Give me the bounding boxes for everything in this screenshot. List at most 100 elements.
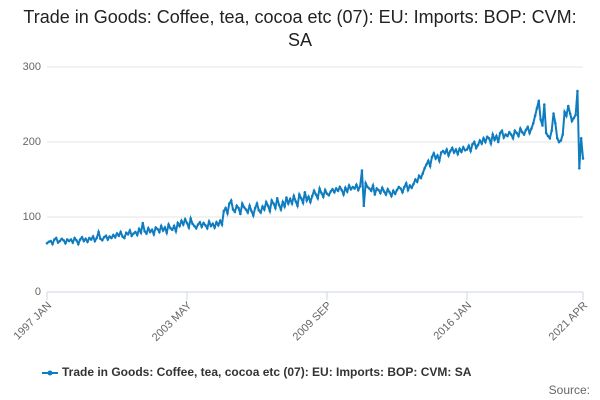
point bbox=[99, 237, 102, 241]
point bbox=[183, 217, 187, 221]
point bbox=[167, 223, 170, 226]
point bbox=[126, 232, 130, 236]
point bbox=[150, 228, 154, 232]
point bbox=[139, 231, 143, 235]
point bbox=[557, 140, 561, 144]
point bbox=[189, 217, 192, 220]
point bbox=[231, 208, 235, 211]
point bbox=[215, 220, 218, 224]
point bbox=[148, 230, 152, 234]
point bbox=[502, 136, 506, 139]
point bbox=[45, 241, 49, 245]
point bbox=[69, 238, 73, 241]
point bbox=[331, 187, 334, 191]
point bbox=[495, 134, 498, 138]
series-line bbox=[46, 90, 584, 247]
point bbox=[209, 224, 213, 228]
point bbox=[353, 187, 356, 190]
point bbox=[528, 131, 531, 135]
point bbox=[522, 133, 526, 136]
chart-title: Trade in Goods: Coffee, tea, cocoa etc (… bbox=[23, 7, 577, 50]
point bbox=[165, 231, 169, 235]
point bbox=[526, 125, 530, 129]
point bbox=[506, 134, 509, 138]
point bbox=[460, 150, 463, 154]
point bbox=[563, 110, 566, 114]
point bbox=[121, 235, 124, 238]
point bbox=[480, 142, 483, 145]
point bbox=[393, 192, 397, 196]
point bbox=[298, 193, 301, 196]
point bbox=[504, 133, 507, 136]
point bbox=[321, 195, 325, 199]
point bbox=[552, 112, 555, 115]
point bbox=[283, 205, 286, 208]
point bbox=[224, 206, 227, 210]
point bbox=[572, 116, 576, 120]
point bbox=[390, 194, 393, 198]
point bbox=[406, 188, 410, 192]
point bbox=[178, 224, 181, 228]
point bbox=[550, 129, 553, 133]
point bbox=[425, 163, 428, 166]
point bbox=[281, 200, 285, 204]
point bbox=[229, 199, 233, 202]
y-tick-label: 100 bbox=[23, 211, 41, 223]
point bbox=[73, 236, 76, 240]
point bbox=[419, 176, 423, 180]
point bbox=[266, 204, 270, 208]
source: Source: bbox=[549, 383, 590, 397]
point bbox=[554, 121, 557, 125]
point bbox=[344, 186, 347, 190]
point bbox=[511, 136, 515, 140]
point bbox=[555, 136, 559, 140]
point bbox=[235, 204, 239, 208]
point bbox=[548, 136, 552, 140]
point bbox=[250, 209, 253, 213]
point bbox=[362, 204, 366, 208]
point bbox=[159, 224, 163, 228]
point bbox=[421, 172, 425, 175]
point bbox=[345, 190, 349, 193]
point bbox=[371, 184, 375, 187]
point bbox=[454, 148, 458, 151]
point bbox=[452, 151, 456, 154]
point bbox=[303, 190, 307, 194]
point bbox=[193, 224, 196, 228]
point bbox=[484, 140, 487, 144]
point bbox=[91, 235, 95, 238]
point bbox=[397, 185, 401, 189]
point bbox=[77, 242, 80, 246]
point bbox=[65, 238, 69, 241]
point bbox=[414, 178, 417, 181]
point bbox=[356, 188, 360, 192]
point bbox=[106, 238, 110, 241]
point bbox=[180, 219, 183, 223]
point bbox=[417, 174, 421, 178]
point bbox=[537, 99, 541, 103]
point bbox=[134, 230, 137, 234]
point bbox=[415, 180, 419, 184]
point bbox=[119, 230, 122, 234]
point bbox=[187, 226, 191, 229]
point bbox=[412, 182, 415, 186]
point bbox=[476, 143, 480, 147]
point bbox=[71, 241, 75, 244]
point bbox=[325, 192, 329, 196]
point bbox=[496, 140, 500, 144]
point bbox=[64, 241, 67, 245]
point bbox=[161, 229, 165, 232]
x-tick-label: 2009 SEP bbox=[291, 300, 335, 344]
point bbox=[233, 210, 237, 214]
point bbox=[509, 133, 513, 136]
point bbox=[244, 208, 248, 211]
point bbox=[450, 146, 454, 150]
point bbox=[342, 193, 345, 196]
point bbox=[156, 227, 159, 231]
point bbox=[395, 188, 399, 192]
point bbox=[349, 187, 353, 191]
point bbox=[434, 157, 437, 160]
point bbox=[458, 147, 461, 151]
point bbox=[366, 185, 369, 189]
